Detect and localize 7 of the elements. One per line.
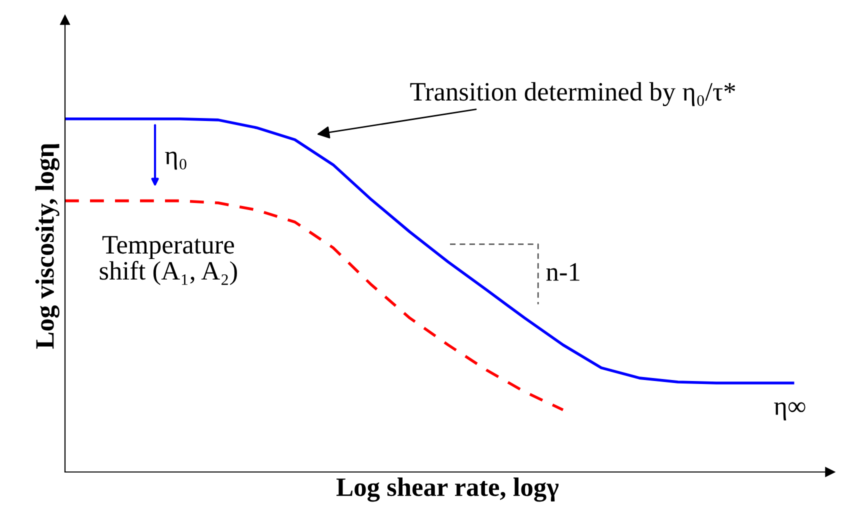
y-axis-title: Log viscosity, logη <box>35 144 60 349</box>
text: Transition determined by η₀/τ* <box>410 82 736 106</box>
x-axis-title: Log shear rate, logγ <box>336 478 559 502</box>
annotation: η∞ <box>774 402 806 420</box>
annotation: Temperature shift (A₁, A₂) <box>100 236 237 286</box>
annotation: n-1 <box>546 263 580 281</box>
annotation: η₀ <box>165 152 186 170</box>
